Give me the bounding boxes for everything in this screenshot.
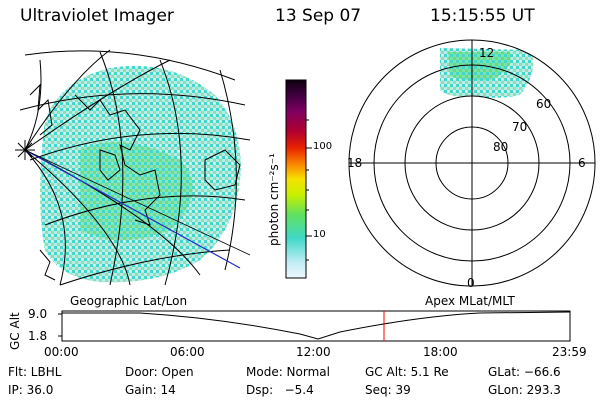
colorbar-unit-label: photon cm⁻²s⁻¹ xyxy=(267,153,281,246)
mode-info: Mode: Normal xyxy=(246,365,330,379)
mlt-label-6: 6 xyxy=(578,156,586,170)
timeline-plot xyxy=(58,310,571,342)
colorbar xyxy=(285,79,312,279)
gc-alt-axis-title: GC Alt xyxy=(8,312,22,350)
x-tick-0000: 00:00 xyxy=(44,345,79,359)
instrument-title: Ultraviolet Imager xyxy=(20,6,174,26)
door-info: Door: Open xyxy=(125,365,194,379)
time-label: 15:15:55 UT xyxy=(430,6,535,26)
y-tick-1-8: 1.8 xyxy=(28,329,48,343)
x-tick-0600: 06:00 xyxy=(170,345,205,359)
lat-label-60: 60 xyxy=(536,97,552,111)
orbit-track xyxy=(24,149,241,269)
x-tick-1800: 18:00 xyxy=(423,345,458,359)
polar-plot xyxy=(348,39,596,287)
lat-label-70: 70 xyxy=(512,120,528,134)
glon-info: GLon: 293.3 xyxy=(488,383,561,397)
dsp-info: Dsp: −5.4 xyxy=(246,383,314,397)
mlt-label-12: 12 xyxy=(479,46,495,60)
y-tick-9: 9.0 xyxy=(28,307,48,321)
filter-info: Flt: LBHL xyxy=(8,365,62,379)
mlt-label-0: 0 xyxy=(467,276,475,290)
geographic-map xyxy=(15,49,251,286)
date-label: 13 Sep 07 xyxy=(275,6,362,26)
geographic-label: Geographic Lat/Lon xyxy=(70,294,188,308)
altitude-curve xyxy=(62,311,571,340)
gc-alt-info: GC Alt: 5.1 Re xyxy=(365,365,449,379)
colorbar-tick-10: 10 xyxy=(313,229,326,240)
apex-label: Apex MLat/MLT xyxy=(425,294,515,308)
mlt-label-18: 18 xyxy=(347,156,363,170)
lat-label-80: 80 xyxy=(493,140,509,154)
colorbar-tick-100: 100 xyxy=(313,141,333,152)
ip-info: IP: 36.0 xyxy=(8,383,54,397)
seq-info: Seq: 39 xyxy=(365,383,411,397)
gain-info: Gain: 14 xyxy=(125,383,176,397)
x-tick-1200: 12:00 xyxy=(296,345,331,359)
glat-info: GLat: −66.6 xyxy=(488,365,561,379)
x-tick-2359: 23:59 xyxy=(552,345,587,359)
